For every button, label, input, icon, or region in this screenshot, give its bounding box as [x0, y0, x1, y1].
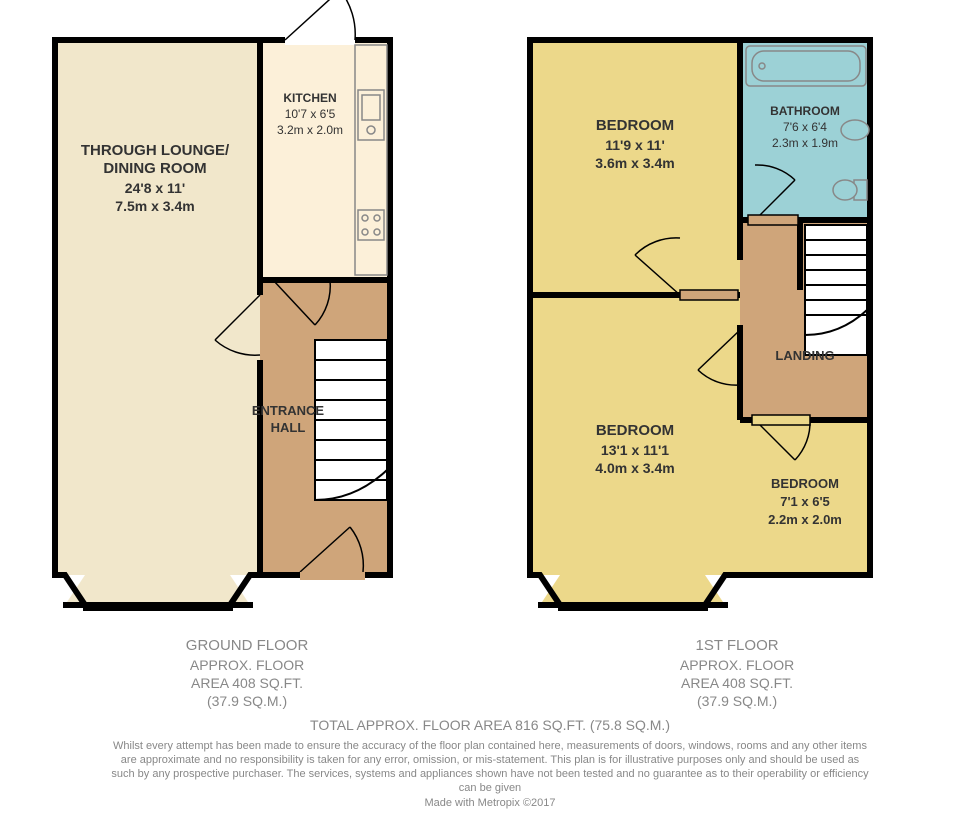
lounge-dim1: 24'8 x 11': [125, 180, 185, 196]
first-title: 1ST FLOOR: [680, 636, 794, 656]
kitchen-dim2: 3.2m x 2.0m: [277, 123, 343, 137]
first-l3: AREA 408 SQ.FT.: [680, 674, 794, 692]
bed2-label: BEDROOM: [596, 422, 674, 439]
bed1-dim1: 11'9 x 11': [605, 137, 665, 153]
total-area: TOTAL APPROX. FLOOR AREA 816 SQ.FT. (75.…: [0, 716, 980, 734]
bed1-dim2: 3.6m x 3.4m: [595, 155, 674, 171]
kitchen-furniture: [355, 45, 387, 275]
hall-label-2: HALL: [271, 420, 306, 435]
ground-title: GROUND FLOOR: [186, 636, 309, 656]
first-l2: APPROX. FLOOR: [680, 656, 794, 674]
bed3-dim1: 7'1 x 6'5: [780, 494, 830, 509]
lounge-fill: [55, 40, 260, 575]
bed3-dim2: 2.2m x 2.0m: [768, 512, 842, 527]
disclaimer-text: Whilst every attempt has been made to en…: [110, 740, 870, 795]
lounge-label-2: DINING ROOM: [103, 160, 206, 177]
stairs-icon-first: [805, 225, 867, 355]
landing-label: LANDING: [775, 348, 834, 363]
hall-label: ENTRANCE: [252, 403, 325, 418]
ground-caption: GROUND FLOOR APPROX. FLOOR AREA 408 SQ.F…: [186, 636, 309, 710]
bath-label: BATHROOM: [770, 104, 840, 118]
stairs-icon: [315, 340, 387, 500]
first-caption: 1ST FLOOR APPROX. FLOOR AREA 408 SQ.FT. …: [680, 636, 794, 710]
bed2-dim1: 13'1 x 11'1: [601, 442, 669, 458]
bath-dim1: 7'6 x 6'4: [783, 120, 827, 134]
ground-l3: AREA 408 SQ.FT.: [186, 674, 309, 692]
ground-l2: APPROX. FLOOR: [186, 656, 309, 674]
bed3-label: BEDROOM: [771, 476, 839, 491]
lounge-dim2: 7.5m x 3.4m: [115, 198, 194, 214]
first-l4: (37.9 SQ.M.): [680, 692, 794, 710]
bed1-label: BEDROOM: [596, 117, 674, 134]
lounge-label: THROUGH LOUNGE/: [81, 142, 230, 159]
credit-text: Made with Metropix ©2017: [0, 797, 980, 809]
first-floor: BEDROOM 11'9 x 11' 3.6m x 3.4m BATHROOM …: [530, 40, 870, 611]
bath-dim2: 2.3m x 1.9m: [772, 136, 838, 150]
bay2-fill: [540, 575, 725, 605]
bed2-dim2: 4.0m x 3.4m: [595, 460, 674, 476]
kitchen-dim1: 10'7 x 6'5: [285, 107, 336, 121]
ground-floor: THROUGH LOUNGE/ DINING ROOM 24'8 x 11' 7…: [55, 0, 390, 611]
bay-fill: [65, 575, 250, 605]
kitchen-label: KITCHEN: [283, 91, 336, 105]
floorplan-diagram: THROUGH LOUNGE/ DINING ROOM 24'8 x 11' 7…: [0, 0, 980, 640]
ground-l4: (37.9 SQ.M.): [186, 692, 309, 710]
